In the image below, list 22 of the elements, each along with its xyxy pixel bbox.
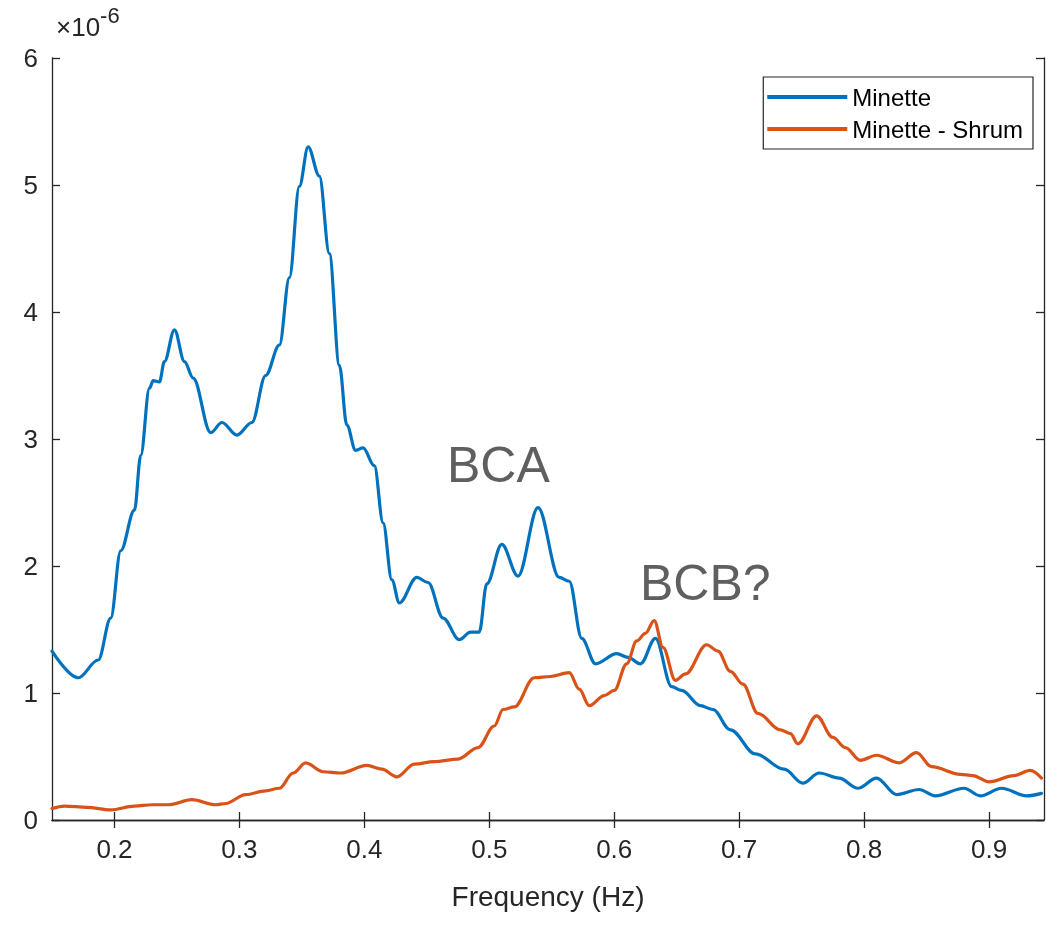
x-tick-label: 0.4 bbox=[346, 834, 383, 864]
annotation: BCB? bbox=[640, 555, 771, 611]
y-tick-label: 3 bbox=[23, 424, 38, 454]
y-tick-label: 5 bbox=[23, 170, 38, 200]
y-tick-label: 0 bbox=[23, 805, 38, 835]
line-series bbox=[50, 145, 1044, 798]
x-tick-label: 0.5 bbox=[471, 834, 508, 864]
x-tick-label: 0.9 bbox=[970, 834, 1008, 864]
line-series bbox=[50, 619, 1044, 812]
y-tick-label: 1 bbox=[23, 678, 38, 708]
x-tick-label: 0.3 bbox=[221, 834, 258, 864]
x-tick-label: 0.7 bbox=[721, 834, 758, 864]
legend-label: Minette bbox=[852, 83, 931, 111]
y-tick-label: 2 bbox=[23, 551, 38, 581]
x-tick-label: 0.8 bbox=[846, 834, 883, 864]
legend-label: Minette - Shrum bbox=[852, 115, 1023, 143]
y-tick-label: 6 bbox=[23, 43, 38, 73]
x-tick-label: 0.6 bbox=[596, 834, 633, 864]
x-tick-label: 0.2 bbox=[96, 834, 133, 864]
annotation: BCA bbox=[447, 437, 551, 493]
y-tick-label: 4 bbox=[23, 297, 38, 327]
x-axis-title: Frequency (Hz) bbox=[451, 880, 645, 912]
